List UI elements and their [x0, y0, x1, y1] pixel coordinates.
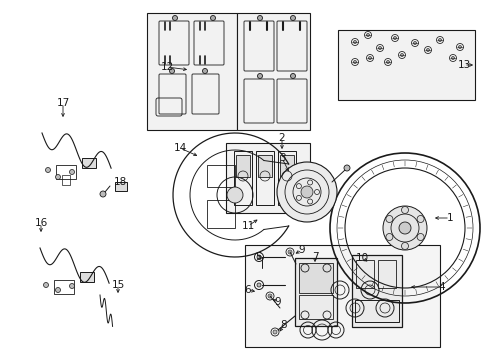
Bar — [147, 13, 237, 130]
Text: 5: 5 — [254, 252, 261, 262]
Circle shape — [400, 54, 403, 57]
Circle shape — [172, 15, 177, 21]
Circle shape — [353, 60, 356, 63]
Text: 12: 12 — [160, 62, 173, 72]
Circle shape — [426, 49, 428, 51]
Bar — [377, 260, 395, 288]
Circle shape — [450, 57, 453, 59]
Bar — [236, 155, 249, 177]
Circle shape — [55, 288, 61, 292]
Bar — [337, 30, 474, 100]
Bar — [115, 182, 127, 191]
Circle shape — [45, 167, 50, 172]
Circle shape — [290, 15, 295, 21]
Circle shape — [69, 170, 74, 175]
Bar — [278, 151, 295, 205]
Circle shape — [301, 186, 312, 198]
Circle shape — [257, 73, 262, 78]
Bar — [225, 143, 309, 213]
Circle shape — [458, 45, 461, 49]
Circle shape — [366, 33, 369, 36]
Text: 8: 8 — [280, 320, 287, 330]
Bar — [280, 155, 293, 177]
Text: 14: 14 — [173, 143, 186, 153]
Circle shape — [378, 46, 381, 50]
Circle shape — [257, 283, 261, 287]
Circle shape — [272, 330, 276, 334]
Circle shape — [385, 216, 392, 222]
Circle shape — [210, 15, 215, 21]
Text: 15: 15 — [111, 280, 124, 290]
Circle shape — [393, 36, 396, 40]
Circle shape — [287, 250, 291, 254]
Circle shape — [438, 39, 441, 41]
Circle shape — [202, 68, 207, 73]
Bar — [298, 263, 332, 293]
Bar — [256, 151, 273, 205]
Circle shape — [416, 234, 423, 240]
Bar — [234, 151, 251, 205]
Text: 4: 4 — [438, 282, 445, 292]
Circle shape — [382, 206, 426, 250]
Circle shape — [55, 175, 61, 180]
Bar — [294, 258, 336, 326]
Circle shape — [290, 73, 295, 78]
Circle shape — [386, 60, 389, 63]
Circle shape — [353, 41, 356, 44]
Circle shape — [343, 165, 349, 171]
Text: 9: 9 — [298, 245, 305, 255]
Bar — [56, 165, 76, 179]
Text: 2: 2 — [278, 133, 285, 143]
Text: 3: 3 — [278, 153, 285, 163]
Circle shape — [226, 187, 243, 203]
Bar — [54, 280, 74, 294]
Circle shape — [398, 222, 410, 234]
Text: 18: 18 — [113, 177, 126, 187]
Circle shape — [267, 294, 271, 298]
Bar — [80, 272, 94, 282]
Bar — [206, 200, 235, 228]
Circle shape — [43, 283, 48, 288]
Bar — [355, 260, 373, 288]
Text: 16: 16 — [34, 218, 47, 228]
Text: 17: 17 — [56, 98, 69, 108]
Circle shape — [100, 191, 106, 197]
Bar — [244, 245, 439, 347]
Text: 9: 9 — [274, 297, 281, 307]
Text: 1: 1 — [446, 213, 452, 223]
Bar — [298, 295, 332, 319]
Circle shape — [401, 207, 407, 213]
Text: 10: 10 — [355, 253, 368, 263]
Bar — [258, 155, 271, 177]
Circle shape — [413, 41, 416, 45]
Bar — [237, 13, 309, 130]
Text: 13: 13 — [456, 60, 469, 70]
Circle shape — [276, 162, 336, 222]
Bar — [82, 158, 96, 168]
Circle shape — [169, 68, 174, 73]
Text: 6: 6 — [244, 285, 251, 295]
Bar — [351, 255, 401, 327]
Bar — [62, 175, 70, 185]
Circle shape — [368, 57, 371, 59]
Circle shape — [416, 216, 423, 222]
Circle shape — [401, 243, 407, 249]
Circle shape — [69, 284, 74, 288]
Circle shape — [257, 15, 262, 21]
Bar — [354, 300, 398, 322]
Text: 11: 11 — [241, 221, 254, 231]
Text: 7: 7 — [311, 252, 318, 262]
Bar — [206, 165, 235, 187]
Circle shape — [385, 234, 392, 240]
Circle shape — [257, 255, 261, 259]
